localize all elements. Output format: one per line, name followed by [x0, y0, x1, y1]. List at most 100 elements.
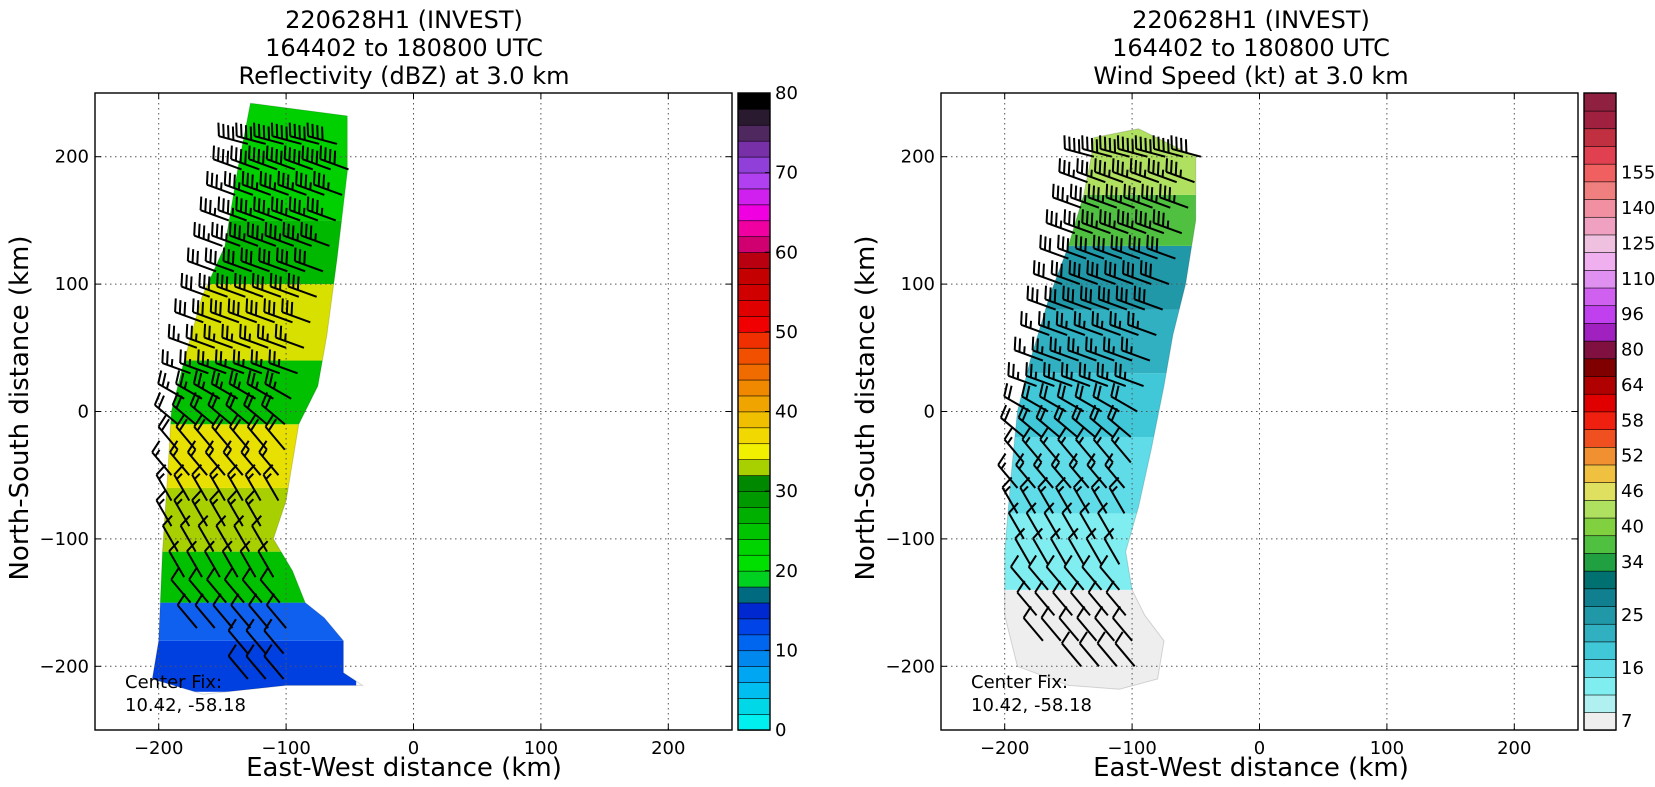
barb-feather [211, 395, 219, 409]
barb-feather [1090, 212, 1094, 227]
barb-staff [1035, 416, 1061, 438]
barb-feather [1061, 187, 1065, 201]
center-fix-value: 10.42, -58.18 [125, 695, 246, 716]
wind-barb [1103, 527, 1121, 565]
barb-half-feather [211, 473, 219, 480]
wind-barb [1007, 362, 1037, 387]
barb-staff [1063, 566, 1085, 591]
barb-feather [244, 150, 247, 165]
wind-barb [191, 298, 222, 324]
barb-feather [1123, 183, 1126, 198]
wind-barb [274, 323, 305, 349]
barb-staff [1114, 642, 1136, 667]
barb-feather [1165, 158, 1169, 172]
barb-feather [221, 540, 233, 552]
barb-staff [1014, 537, 1032, 565]
title-line-1: 220628H1 (INVEST) [1132, 6, 1370, 34]
barb-feather [288, 147, 292, 161]
barb-feather [1016, 580, 1026, 593]
barb-feather [1066, 238, 1070, 252]
wind-barb [161, 515, 179, 553]
barb-staff [1007, 512, 1025, 540]
barb-feather [212, 145, 216, 160]
wind-barb [1063, 209, 1093, 235]
barb-feather [1091, 311, 1095, 325]
barb-feather [246, 395, 255, 409]
wind-barb [1086, 260, 1116, 286]
wind-barb [191, 464, 208, 502]
barb-feather [1113, 263, 1117, 278]
barb-feather [275, 148, 278, 163]
barb-half-feather [176, 498, 183, 506]
wind-barb [265, 145, 296, 171]
barb-half-feather [230, 333, 234, 342]
wind-barb [246, 221, 277, 247]
barb-feather [263, 298, 266, 313]
barb-feather [291, 225, 295, 240]
colorbar-segment [1583, 322, 1617, 342]
barb-feather [259, 171, 263, 185]
barb-half-feather [1006, 436, 1013, 444]
barb-feather [1109, 311, 1112, 325]
barb-feather [263, 644, 273, 657]
wind-barb [257, 540, 275, 578]
wind-barb [244, 489, 262, 527]
barb-feather [211, 414, 221, 428]
barb-half-feather [320, 207, 324, 216]
barb-feather [251, 223, 255, 238]
wind-barb [1032, 527, 1049, 565]
barb-feather [1060, 362, 1064, 376]
wind-barb [1060, 362, 1091, 387]
barb-feather [268, 372, 274, 387]
barb-feather [1119, 363, 1122, 378]
colorbar-tick-label: 10 [775, 640, 798, 661]
y-axis-label: North-South distance (km) [851, 235, 881, 580]
barb-feather [1115, 236, 1118, 251]
barb-feather [1053, 289, 1057, 303]
colorbar-tick-label: 64 [1621, 375, 1644, 396]
wind-barb [1044, 285, 1074, 311]
barb-feather [283, 145, 287, 160]
barb-half-feather [1040, 346, 1044, 354]
barb-feather [1092, 234, 1096, 249]
barb-half-feather [176, 473, 183, 480]
barb-feather [1037, 261, 1041, 276]
barb-feather [1065, 363, 1069, 378]
barb-feather [1031, 287, 1034, 302]
wind-barb [217, 196, 247, 222]
barb-feather [243, 276, 247, 291]
barb-staff [1078, 642, 1100, 667]
barb-half-feather [194, 333, 198, 342]
colorbar-segment [737, 395, 771, 413]
barb-staff [1079, 512, 1097, 540]
wind-barb [209, 298, 240, 324]
wind-barb [1114, 631, 1136, 667]
wind-barb [1056, 383, 1085, 413]
barb-feather [1079, 502, 1091, 514]
wind-barb [1133, 285, 1164, 311]
wind-barb [199, 196, 230, 222]
wind-barb [1105, 580, 1127, 616]
wind-barb [241, 567, 263, 604]
barb-feather [1174, 161, 1178, 176]
wind-barb [173, 489, 191, 527]
barb-feather [1057, 427, 1067, 441]
barb-half-feather [237, 381, 242, 390]
barb-staff [1104, 464, 1126, 489]
barb-feather [1085, 336, 1088, 351]
barb-feather [1042, 263, 1045, 278]
barb-staff [251, 525, 268, 553]
barb-half-feather [1108, 169, 1111, 178]
barb-staff [215, 362, 245, 375]
barb-feather [1063, 159, 1066, 174]
colorbar-segment [1583, 198, 1617, 218]
barb-feather [233, 174, 236, 189]
colorbar-segment [1583, 411, 1617, 430]
barb-staff [1071, 416, 1096, 438]
barb-staff [194, 604, 216, 629]
barb-half-feather [296, 233, 300, 241]
wind-barb [1058, 605, 1080, 642]
barb-feather [1114, 187, 1118, 201]
barb-feather [315, 150, 319, 165]
barb-feather [1120, 336, 1124, 351]
